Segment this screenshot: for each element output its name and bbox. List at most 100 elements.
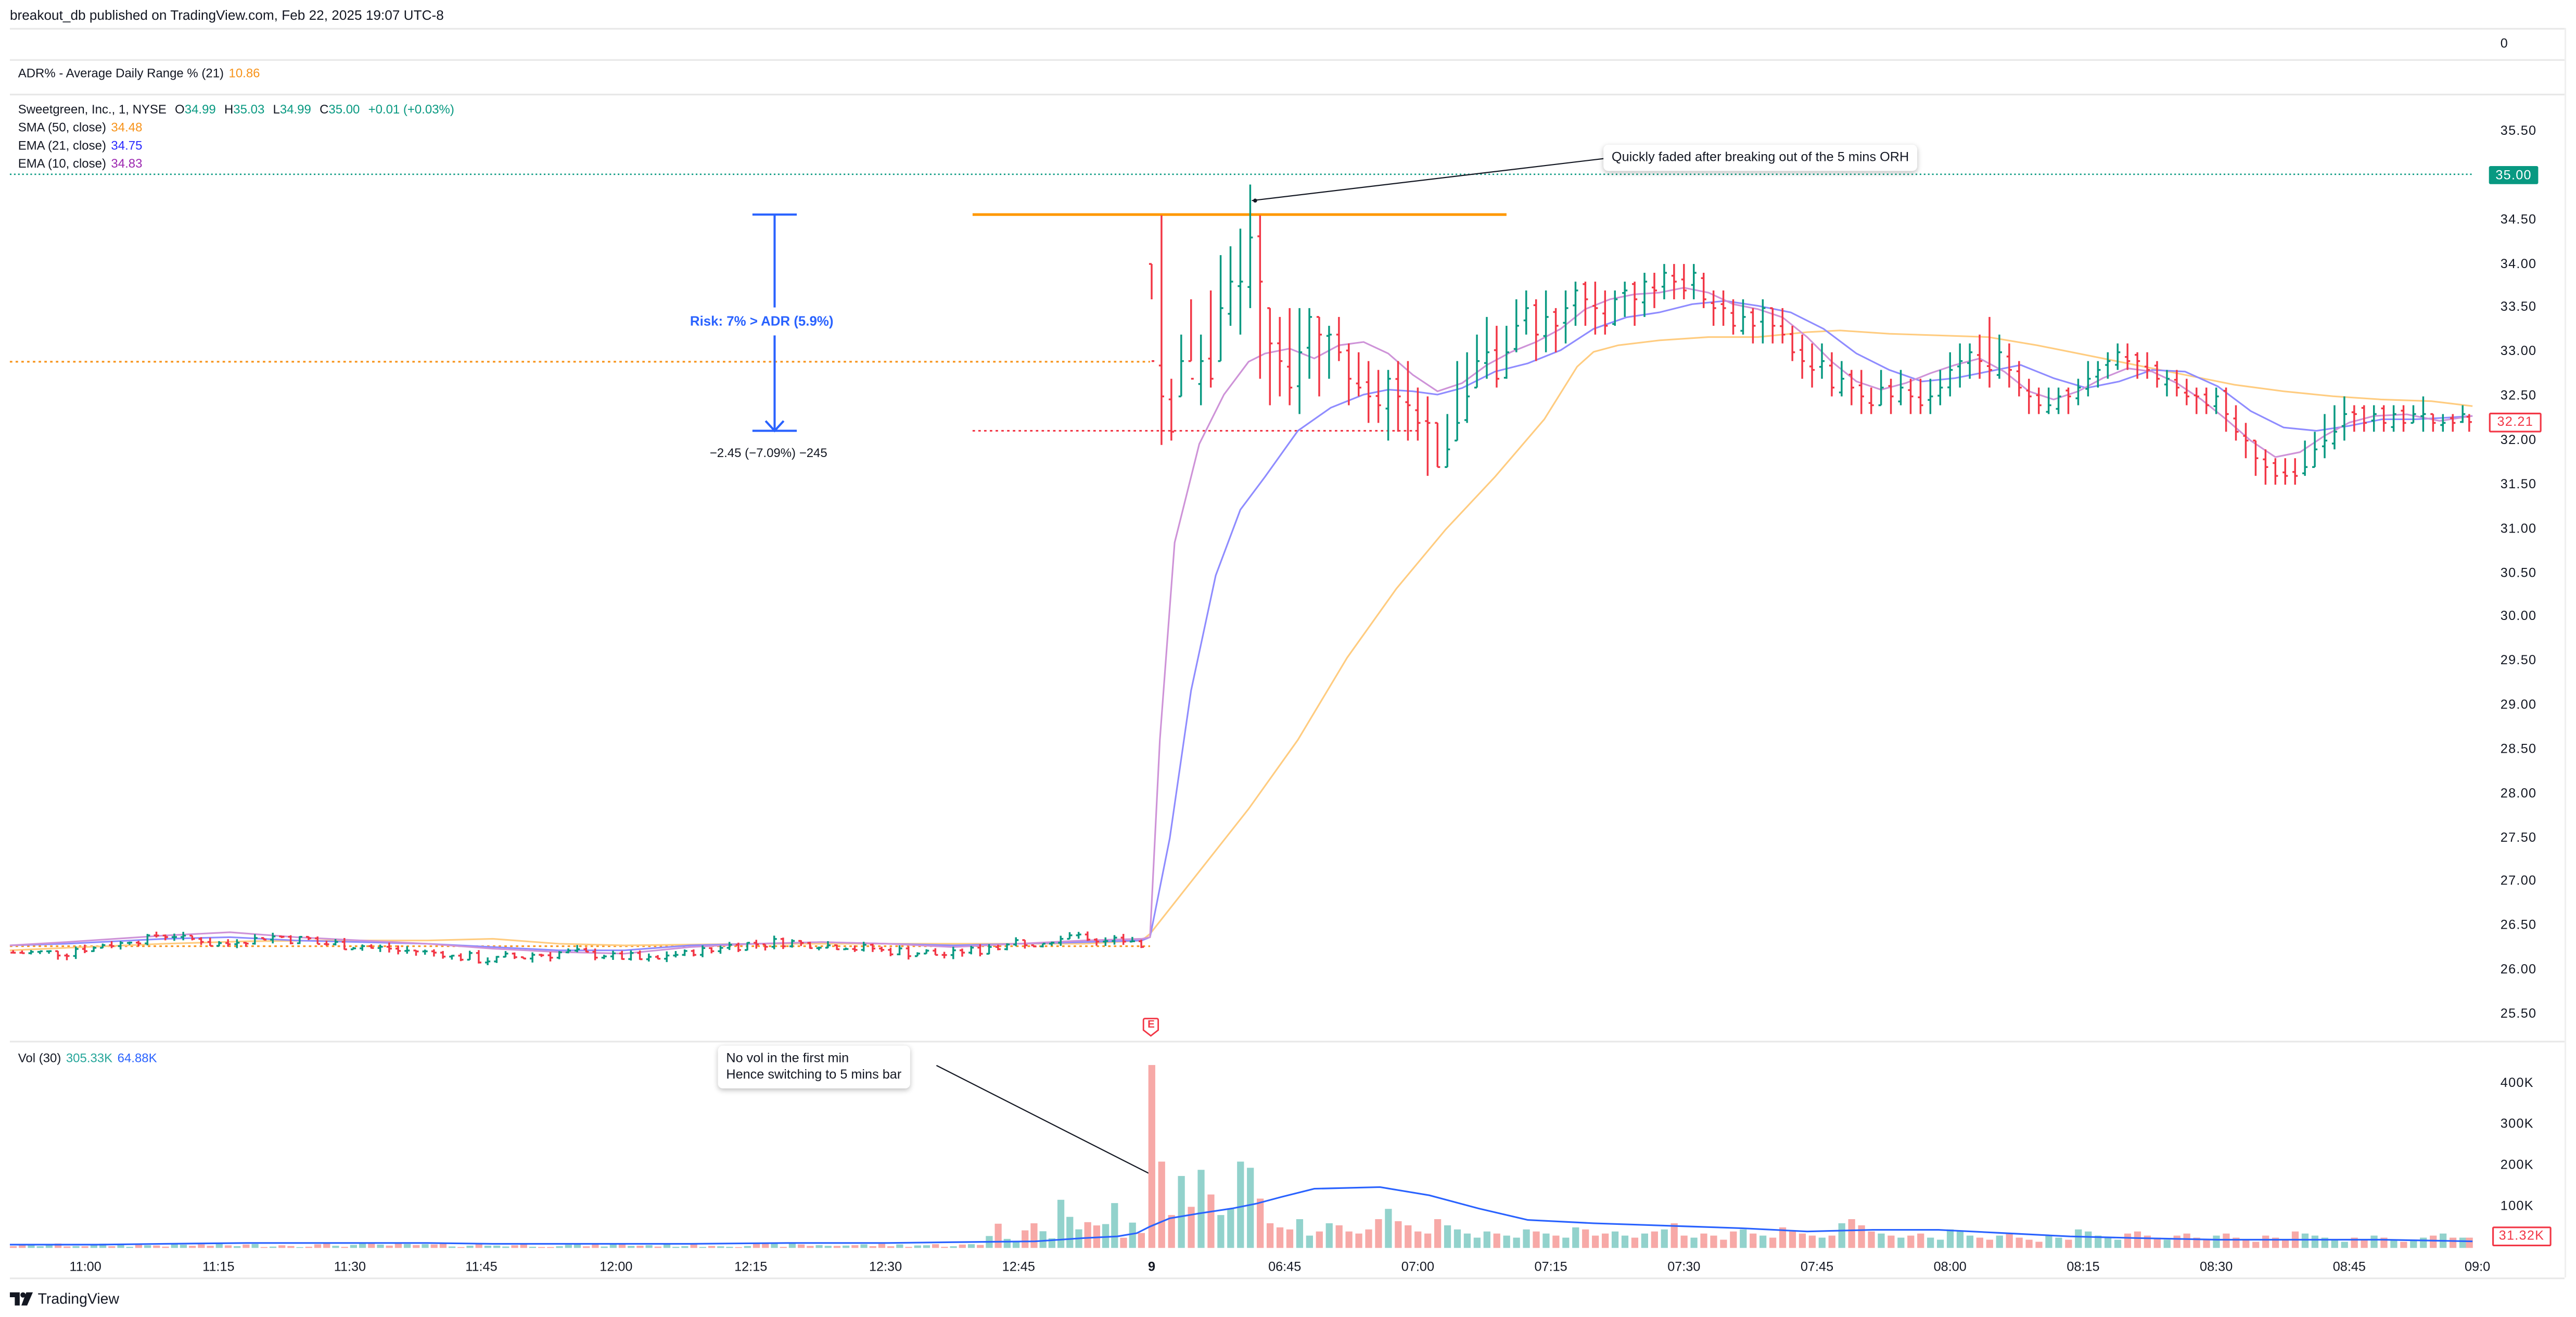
price-tick: 27.50 (2500, 829, 2537, 845)
price-tick: 26.50 (2500, 918, 2537, 933)
volume-legend[interactable]: Vol (30) 305.33K 64.88K (18, 1050, 157, 1068)
faded-note[interactable]: Quickly faded after breaking out of the … (1603, 144, 1918, 171)
time-tick: 11:30 (334, 1259, 366, 1274)
time-tick: 12:00 (600, 1259, 633, 1274)
time-tick: 11:45 (465, 1259, 498, 1274)
price-tick: 30.50 (2500, 564, 2537, 580)
price-tick: 35.50 (2500, 123, 2537, 138)
volume-note[interactable]: No vol in the first min Hence switching … (718, 1045, 910, 1088)
volume-tick-100k: 100K (2500, 1198, 2534, 1213)
price-tick: 34.50 (2500, 211, 2537, 226)
time-tick: 12:45 (1002, 1259, 1035, 1274)
adr-pane-border (9, 59, 2565, 61)
earnings-icon (1142, 1018, 1159, 1037)
price-pane-border (9, 94, 2565, 96)
ema21-line (9, 300, 2473, 952)
ema10-legend[interactable]: EMA (10, close) 34.83 (18, 156, 143, 173)
time-tick: 11:00 (69, 1259, 101, 1274)
top-pane-axis-value: 0 (2500, 36, 2509, 51)
price-tick: 34.00 (2500, 256, 2537, 271)
price-tick: 32.00 (2500, 432, 2537, 447)
volume-current-tag: 31.32K (2492, 1226, 2551, 1247)
time-axis-bottom-border (9, 1277, 2565, 1280)
close-label: C (320, 102, 329, 117)
high-label: H (224, 102, 234, 117)
tradingview-logo[interactable]: TradingView (9, 1290, 119, 1308)
time-tick: 08:15 (2067, 1259, 2100, 1274)
ema10-label: EMA (10, close) (18, 156, 106, 171)
volume-tick-200k: 200K (2500, 1157, 2534, 1173)
low-value: 34.99 (279, 102, 311, 117)
earnings-marker-label: E (1147, 1018, 1155, 1030)
sma50-legend[interactable]: SMA (50, close) 34.48 (18, 120, 143, 137)
ema10-value: 34.83 (111, 156, 143, 171)
faded-note-anchor (1253, 198, 1257, 203)
time-tick: 12:30 (869, 1259, 902, 1274)
time-tick: 08:00 (1933, 1259, 1967, 1274)
volume-ma-value: 64.88K (117, 1050, 157, 1066)
time-tick: 9 (1147, 1259, 1156, 1274)
adr-value: 10.86 (228, 66, 260, 81)
price-tick: 26.00 (2500, 962, 2537, 977)
tradingview-logo-text: TradingView (37, 1290, 119, 1308)
last-price-tag: 35.00 (2489, 166, 2539, 184)
ema21-value: 34.75 (111, 138, 143, 153)
ohlc-bars (10, 184, 2472, 966)
open-label: O (175, 102, 185, 117)
price-tick: 28.00 (2500, 785, 2537, 801)
price-tick: 33.00 (2500, 344, 2537, 359)
symbol-legend[interactable]: Sweetgreen, Inc., 1, NYSE O34.99 H35.03 … (18, 102, 454, 119)
volume-ma-line (9, 1186, 2473, 1246)
volume-label: Vol (30) (18, 1050, 61, 1066)
price-tick: 25.50 (2500, 1006, 2537, 1021)
top-pane-border (9, 28, 2565, 30)
price-tick: 29.50 (2500, 653, 2537, 668)
volume-value: 305.33K (66, 1050, 113, 1066)
change-value: +0.01 (+0.03%) (368, 102, 454, 117)
volume-note-line1: No vol in the first min (726, 1050, 849, 1066)
price-tick: 31.00 (2500, 521, 2537, 536)
time-tick: 08:30 (2200, 1259, 2233, 1274)
volume-note-line2: Hence switching to 5 mins bar (726, 1067, 902, 1082)
time-tick: 08:45 (2332, 1259, 2366, 1274)
time-tick: 07:30 (1667, 1259, 1701, 1274)
ema21-label: EMA (21, close) (18, 138, 106, 153)
price-tick: 31.50 (2500, 476, 2537, 491)
price-tick: 27.00 (2500, 873, 2537, 889)
time-tick: 11:15 (202, 1259, 235, 1274)
earnings-marker[interactable]: E (1142, 1018, 1160, 1037)
faded-note-connector (1252, 157, 1610, 201)
adr-label: ADR% - Average Daily Range % (21) (18, 66, 224, 81)
volume-tick-300k: 300K (2500, 1116, 2534, 1132)
price-tick: 30.00 (2500, 609, 2537, 624)
time-tick: 07:15 (1534, 1259, 1567, 1274)
risk-label[interactable]: Risk: 7% > ADR (5.9%) (690, 314, 834, 329)
sma50-line (9, 330, 2473, 952)
volume-bars (9, 1065, 2473, 1248)
price-tick: 28.50 (2500, 741, 2537, 756)
current-price-tag: 32.21 (2489, 412, 2542, 433)
time-tick: 06:45 (1268, 1259, 1302, 1274)
close-value: 35.00 (328, 102, 360, 117)
sma50-label: SMA (50, close) (18, 120, 106, 135)
ema21-legend[interactable]: EMA (21, close) 34.75 (18, 138, 143, 155)
volume-note-connector (936, 1065, 1151, 1175)
time-tick: 07:00 (1401, 1259, 1435, 1274)
right-edge-border (2564, 28, 2567, 1278)
risk-measure-value: −2.45 (−7.09%) −245 (709, 445, 827, 461)
price-tick: 29.00 (2500, 697, 2537, 712)
high-value: 35.03 (233, 102, 265, 117)
time-tick: 09:0 (2465, 1259, 2491, 1274)
published-header: breakout_db published on TradingView.com… (9, 6, 444, 23)
volume-tick-400k: 400K (2500, 1075, 2534, 1091)
risk-measure-tool (752, 213, 797, 433)
price-tick: 32.50 (2500, 388, 2537, 403)
price-tick: 33.50 (2500, 300, 2537, 315)
volume-pane-border (9, 1041, 2565, 1043)
adr-legend[interactable]: ADR% - Average Daily Range % (21) 10.86 (18, 66, 260, 83)
time-tick: 07:45 (1800, 1259, 1834, 1274)
open-value: 34.99 (184, 102, 216, 117)
time-tick: 12:15 (734, 1259, 768, 1274)
